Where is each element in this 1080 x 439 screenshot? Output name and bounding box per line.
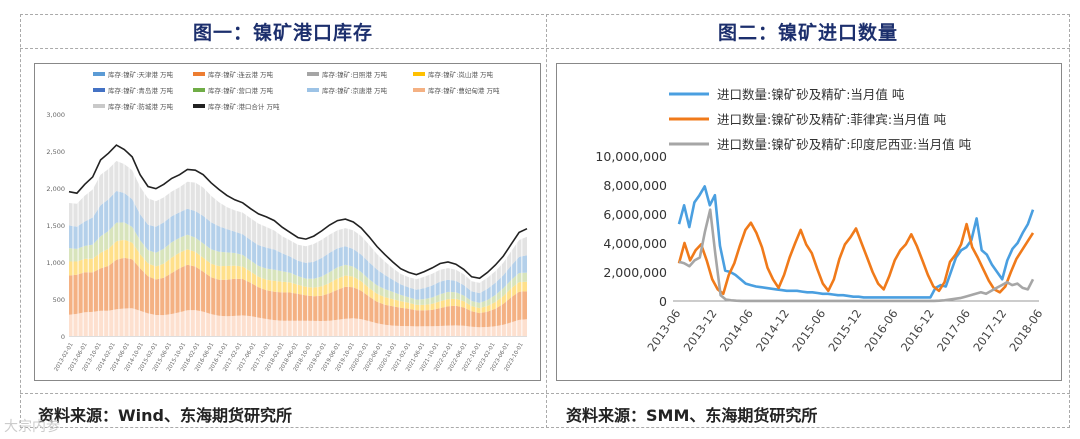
legend-label: 库存:镍矿:天津港 万吨 (108, 70, 173, 79)
legend-label: 库存:镍矿:曹妃甸港 万吨 (428, 86, 500, 95)
y-tick-label: 10,000,000 (595, 149, 667, 164)
x-tick-label: 2014-06 (717, 307, 756, 354)
outer-frame (20, 14, 1070, 428)
left-chart-panel: 库存:镍矿:天津港 万吨 库存:镍矿:连云港 万吨 库存:镍矿:日照港 万吨 库存:镍… (34, 63, 541, 381)
left-chart-svg: 库存:镍矿:天津港 万吨 库存:镍矿:连云港 万吨 库存:镍矿:日照港 万吨 库存:镍… (46, 70, 528, 373)
y-tick-label: 2,000 (46, 185, 65, 193)
legend-swatch (413, 72, 425, 76)
right-chart-panel: 进口数量:镍矿砂及精矿:当月值 吨进口数量:镍矿砂及精矿:菲律宾:当月值 吨进口… (556, 63, 1062, 381)
y-tick-label: 3,000 (46, 111, 65, 119)
legend-swatch (93, 88, 105, 92)
legend-label: 库存:镍矿:岚山港 万吨 (428, 70, 493, 79)
legend-label: 进口数量:镍矿砂及精矿:印度尼西亚:当月值 吨 (717, 137, 972, 152)
y-tick-label: 4,000,000 (603, 236, 667, 251)
series-line (677, 221, 1035, 296)
legend-label: 库存:镍矿:防城港 万吨 (108, 102, 173, 111)
stack-band (69, 257, 527, 328)
legend-label: 库存:镍矿:日照港 万吨 (322, 70, 387, 79)
watermark-logo: 大宗内参 (4, 419, 60, 435)
y-tick-label: 1,500 (46, 222, 65, 230)
legend-label: 库存:镍矿:京唐港 万吨 (322, 86, 387, 95)
stack-band (69, 222, 527, 309)
y-tick-label: 8,000,000 (603, 178, 667, 193)
stack-band (69, 161, 527, 294)
y-tick-label: 1,000 (46, 259, 65, 267)
x-tick-label: 2018-06 (1006, 307, 1045, 354)
y-tick-label: 0 (659, 294, 667, 309)
y-tick-label: 2,500 (46, 148, 65, 156)
x-tick-label: 2013-12 (681, 307, 720, 354)
left-chart-title: 图一：镍矿港口库存 (192, 22, 373, 44)
legend-label: 库存:镍矿:连云港 万吨 (208, 70, 273, 79)
legend-label: 进口数量:镍矿砂及精矿:菲律宾:当月值 吨 (717, 112, 947, 127)
legend-swatch (307, 72, 319, 76)
right-chart-title: 图二：镍矿进口数量 (717, 22, 898, 44)
legend-swatch (93, 104, 105, 108)
stack-band (69, 239, 527, 314)
x-tick-label: 2015-12 (825, 307, 864, 354)
vertical-divider (546, 14, 547, 428)
y-tick-label: 500 (53, 296, 65, 304)
y-tick-label: 0 (61, 333, 65, 341)
right-source-note: 资料来源：SMM、东海期货研究所 (566, 406, 818, 425)
left-source-note: 资料来源：Wind、东海期货研究所 (38, 406, 292, 425)
legend-label: 库存:镍矿:青岛港 万吨 (108, 86, 173, 95)
x-tick-label: 2016-06 (862, 307, 901, 354)
legend-label: 进口数量:镍矿砂及精矿:当月值 吨 (717, 87, 905, 102)
series-line (677, 185, 1035, 299)
legend-swatch (193, 88, 205, 92)
legend-swatch (413, 88, 425, 92)
x-tick-label: 2016-12 (898, 307, 937, 354)
x-tick-label: 2017-06 (934, 307, 973, 354)
total-inventory-line (68, 144, 528, 280)
source-divider (20, 393, 1070, 394)
legend-swatch (193, 104, 205, 108)
x-tick-label: 2014-12 (753, 307, 792, 354)
legend-label: 库存:镍矿:营口港 万吨 (208, 86, 273, 95)
legend-swatch (93, 72, 105, 76)
legend-swatch (193, 72, 205, 76)
legend-label: 库存:镍矿:港口合计 万吨 (208, 102, 280, 111)
series-line (678, 208, 1035, 303)
x-tick-label: 2015-06 (789, 307, 828, 354)
x-tick-label: 2017-12 (970, 307, 1009, 354)
y-tick-label: 6,000,000 (603, 207, 667, 222)
legend-swatch (307, 88, 319, 92)
x-tick-label: 2013-06 (644, 307, 683, 354)
y-tick-label: 2,000,000 (603, 265, 667, 280)
stack-band (69, 191, 527, 303)
title-divider (20, 48, 1070, 49)
